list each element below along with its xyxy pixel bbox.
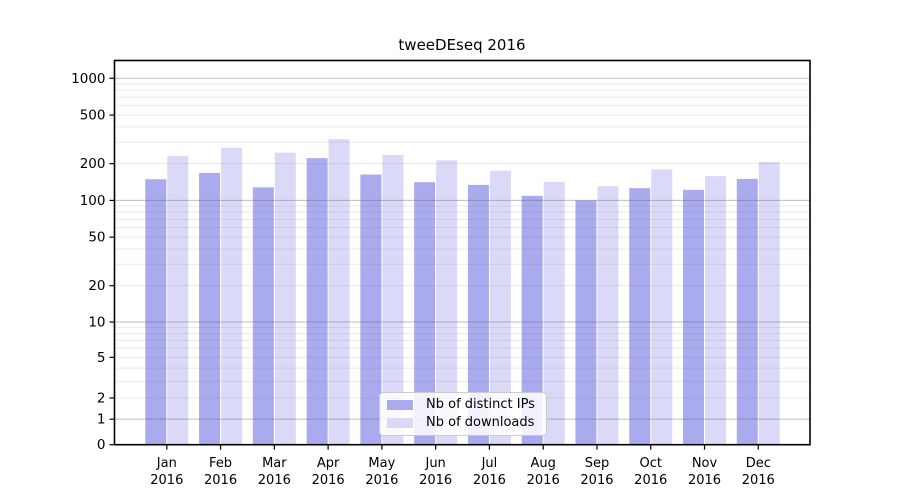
- legend-label-distinct-ips: Nb of distinct IPs: [426, 397, 535, 412]
- chart-title: tweeDEseq 2016: [398, 36, 526, 54]
- bar-jun-2016-nb-of-distinct-ips: [414, 182, 436, 445]
- bar-aug-2016-nb-of-distinct-ips: [521, 195, 543, 445]
- y-tick-label-500: 500: [80, 108, 106, 124]
- y-tick-label-50: 50: [88, 230, 105, 246]
- x-tick-label-year-may-2016: 2016: [365, 473, 398, 488]
- bar-oct-2016-nb-of-distinct-ips: [629, 188, 651, 445]
- y-tick-label-100: 100: [80, 193, 106, 209]
- bar-oct-2016-nb-of-downloads: [651, 169, 673, 445]
- x-tick-label-year-apr-2016: 2016: [312, 473, 345, 488]
- y-tick-label-5: 5: [97, 350, 106, 366]
- bar-apr-2016-nb-of-distinct-ips: [306, 158, 328, 445]
- bar-feb-2016-nb-of-distinct-ips: [199, 172, 221, 445]
- bar-feb-2016-nb-of-downloads: [221, 147, 243, 445]
- bar-may-2016-nb-of-distinct-ips: [360, 174, 382, 445]
- x-tick-label-month-feb-2016: Feb: [209, 456, 232, 471]
- legend: Nb of distinct IPs Nb of downloads: [379, 392, 547, 436]
- x-tick-label-month-jan-2016: Jan: [156, 456, 177, 471]
- x-tick-label-month-jun-2016: Jun: [424, 456, 445, 471]
- legend-swatch-distinct-ips: [387, 400, 413, 410]
- bar-apr-2016-nb-of-downloads: [328, 139, 350, 445]
- x-tick-label-year-sep-2016: 2016: [580, 473, 613, 488]
- bar-aug-2016-nb-of-downloads: [543, 181, 565, 445]
- bar-jan-2016-nb-of-distinct-ips: [145, 179, 167, 445]
- y-tick-label-20: 20: [88, 278, 105, 294]
- x-tick-label-year-jul-2016: 2016: [473, 473, 506, 488]
- legend-label-downloads: Nb of downloads: [426, 415, 535, 430]
- x-tick-label-year-dec-2016: 2016: [742, 473, 775, 488]
- bar-jan-2016-nb-of-downloads: [167, 155, 189, 445]
- x-tick-label-year-jun-2016: 2016: [419, 473, 452, 488]
- bar-nov-2016-nb-of-downloads: [705, 176, 726, 445]
- bar-jul-2016-nb-of-distinct-ips: [467, 184, 489, 445]
- y-tick-label-10: 10: [88, 315, 105, 331]
- bar-dec-2016-nb-of-distinct-ips: [736, 178, 758, 445]
- x-tick-label-year-feb-2016: 2016: [204, 473, 237, 488]
- x-tick-label-month-jul-2016: Jul: [481, 456, 498, 471]
- bar-jul-2016-nb-of-downloads: [489, 170, 511, 445]
- legend-item-downloads: Nb of downloads: [387, 416, 538, 430]
- x-tick-label-month-oct-2016: Oct: [639, 456, 661, 471]
- bar-may-2016-nb-of-downloads: [382, 154, 404, 445]
- legend-swatch-downloads: [387, 418, 413, 428]
- y-tick-label-0: 0: [97, 437, 106, 453]
- x-tick-label-month-aug-2016: Aug: [530, 456, 555, 471]
- x-tick-label-year-nov-2016: 2016: [688, 473, 721, 488]
- x-tick-label-year-jan-2016: 2016: [150, 473, 183, 488]
- y-tick-label-1: 1: [97, 412, 106, 428]
- x-tick-label-month-sep-2016: Sep: [585, 456, 610, 471]
- bar-sep-2016-nb-of-distinct-ips: [575, 200, 597, 445]
- x-tick-label-year-aug-2016: 2016: [527, 473, 560, 488]
- bar-sep-2016-nb-of-downloads: [597, 186, 619, 445]
- x-tick-label-month-apr-2016: Apr: [317, 456, 340, 471]
- x-tick-label-year-oct-2016: 2016: [634, 473, 667, 488]
- bar-nov-2016-nb-of-distinct-ips: [683, 189, 704, 445]
- y-tick-label-200: 200: [80, 156, 106, 172]
- legend-item-distinct-ips: Nb of distinct IPs: [387, 398, 538, 412]
- x-tick-label-month-may-2016: May: [368, 456, 395, 471]
- bar-dec-2016-nb-of-downloads: [758, 161, 780, 445]
- x-tick-label-month-dec-2016: Dec: [746, 456, 771, 471]
- x-tick-label-month-nov-2016: Nov: [692, 456, 718, 471]
- x-tick-label-year-mar-2016: 2016: [258, 473, 291, 488]
- y-tick-label-2: 2: [97, 390, 106, 406]
- bar-mar-2016-nb-of-downloads: [274, 152, 296, 445]
- plot-border: [113, 59, 811, 446]
- y-tick-label-1000: 1000: [71, 71, 105, 87]
- x-tick-label-month-mar-2016: Mar: [262, 456, 287, 471]
- bar-jun-2016-nb-of-downloads: [436, 160, 458, 445]
- bar-mar-2016-nb-of-distinct-ips: [252, 187, 274, 445]
